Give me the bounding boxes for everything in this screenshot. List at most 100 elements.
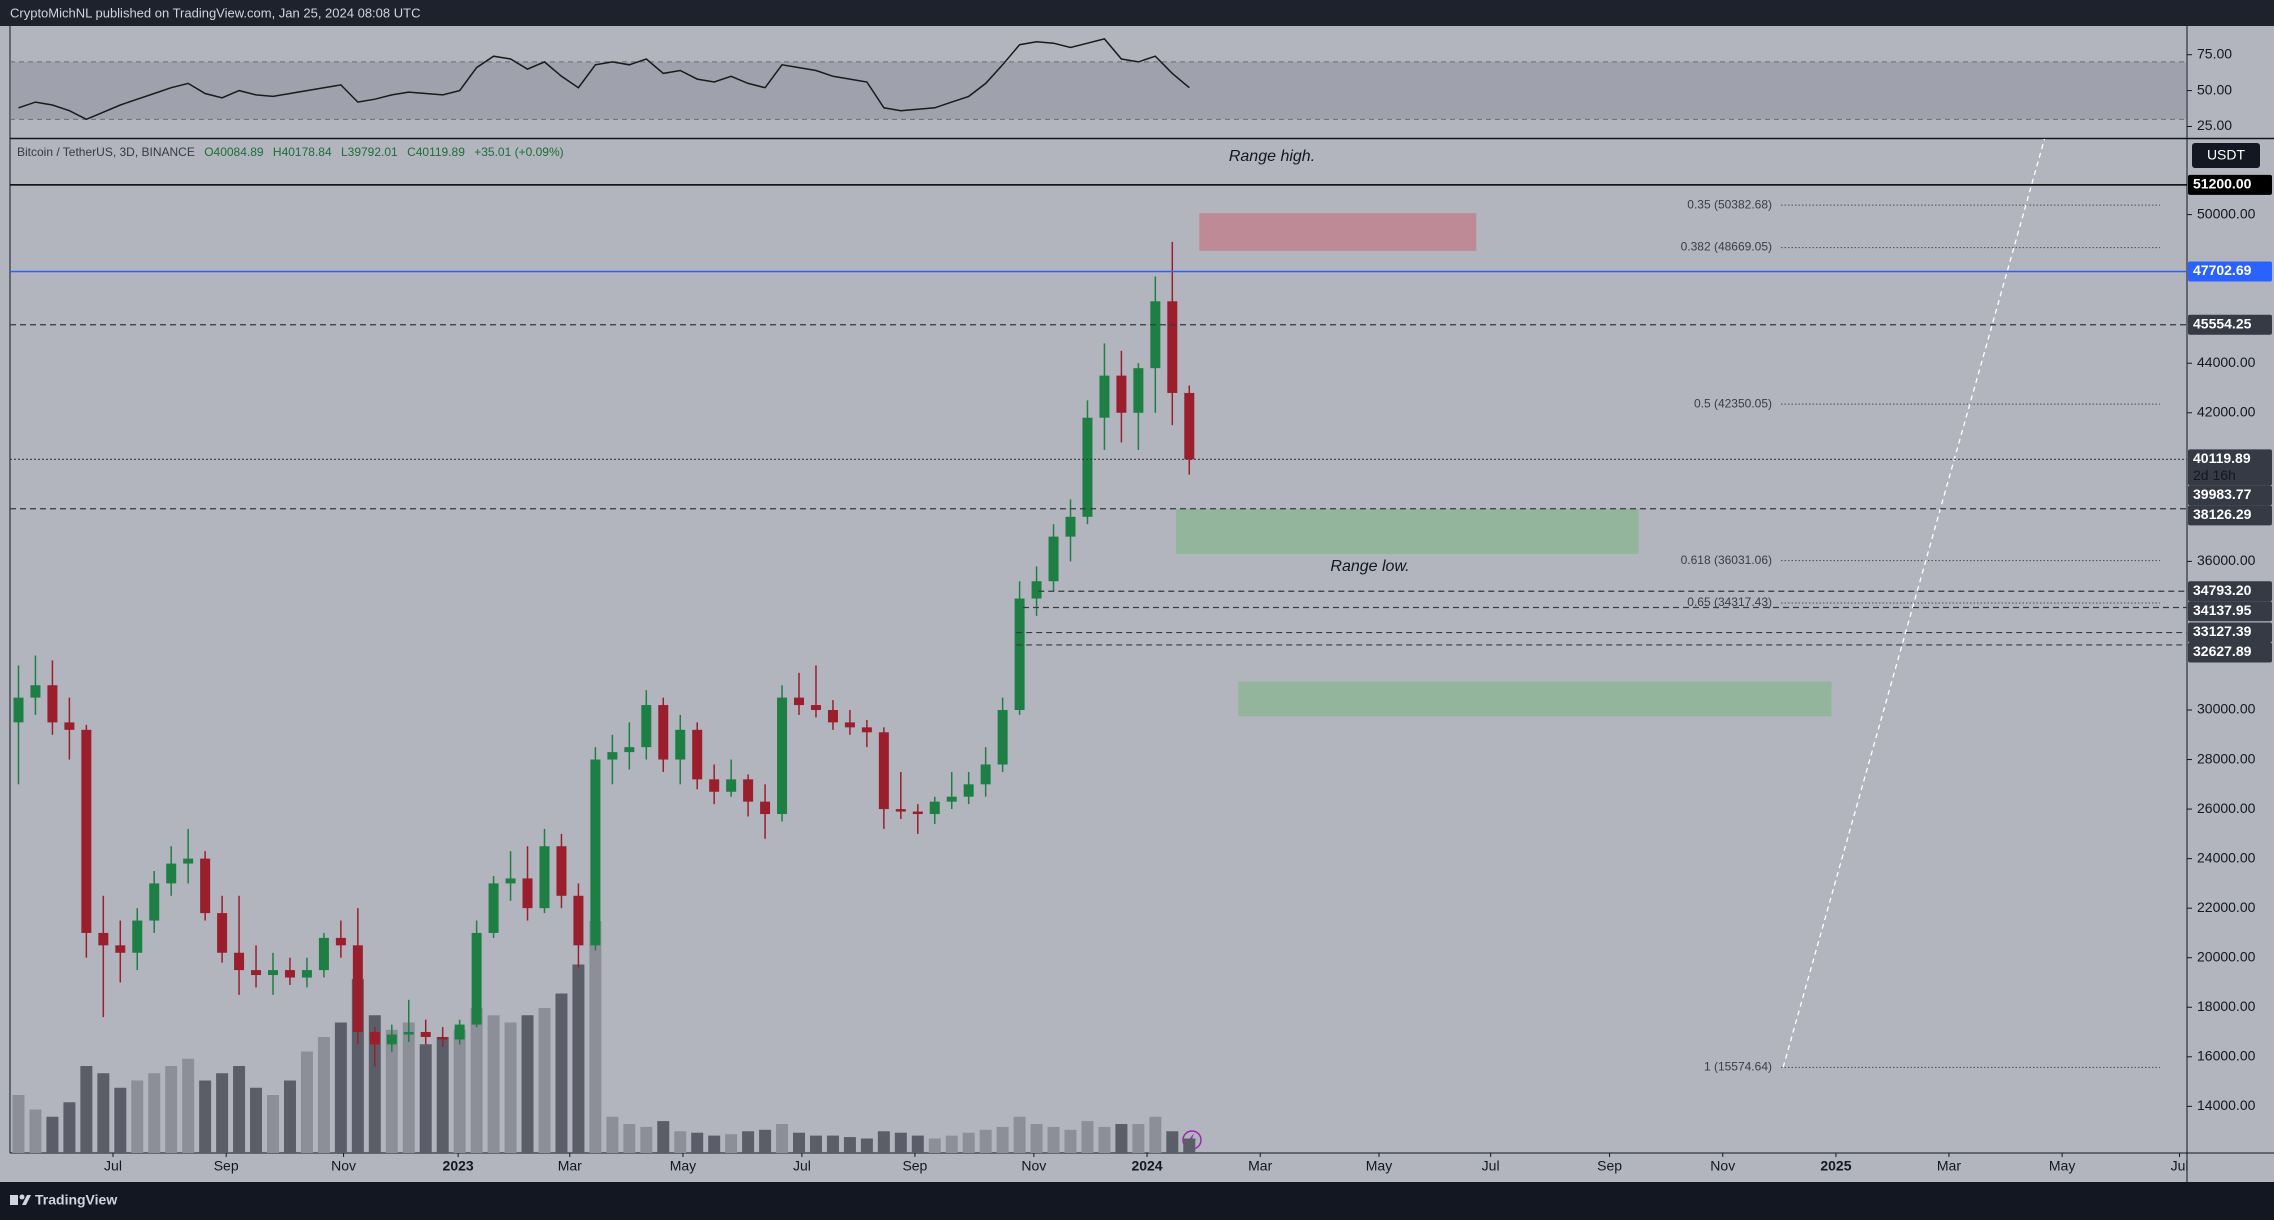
y-tick-label: 14000.00	[2197, 1097, 2256, 1113]
brand: TradingView	[35, 1192, 117, 1208]
y-tick-label: 20000.00	[2197, 948, 2256, 964]
candle-body	[149, 883, 160, 921]
candle-body	[777, 697, 788, 815]
price-label-box	[2188, 449, 2272, 486]
candle-body	[794, 697, 805, 706]
volume-bar	[979, 1129, 992, 1153]
volume-bar	[436, 1037, 449, 1153]
fib-label: 0.5 (42350.05)	[1694, 396, 1772, 410]
candle-body	[658, 705, 669, 760]
zone-box	[1199, 213, 1477, 251]
volume-bar	[843, 1137, 856, 1153]
volume-bar	[470, 1008, 483, 1153]
candle-body	[318, 937, 329, 971]
volume-bar	[538, 1008, 551, 1153]
volume-bar	[759, 1129, 772, 1153]
volume-bar	[165, 1066, 178, 1153]
candle-body	[217, 913, 228, 953]
volume-bar	[12, 1095, 25, 1153]
currency-button[interactable]	[2192, 143, 2260, 168]
candle-body	[132, 920, 143, 953]
candle-body	[335, 937, 346, 946]
candle-body	[963, 784, 974, 797]
candle-body	[454, 1024, 465, 1040]
price-label: 38126.29	[2193, 506, 2252, 522]
volume-bar	[555, 993, 568, 1153]
rsi-band	[10, 61, 2187, 120]
price-label: 40119.89	[2193, 450, 2251, 466]
volume-bar	[521, 1015, 534, 1153]
volume-bar	[1081, 1121, 1094, 1153]
volume-bar	[826, 1135, 839, 1153]
volume-bar	[368, 1015, 381, 1153]
y-tick-label: 50000.00	[2197, 205, 2256, 221]
candle-body	[301, 970, 312, 978]
fib-label: 0.65 (34317.43)	[1687, 595, 1772, 609]
x-tick-label: 2024	[1131, 1158, 1162, 1174]
y-tick-label: 22000.00	[2197, 899, 2256, 915]
candle-body	[844, 722, 855, 728]
bottom-bar	[0, 1182, 2274, 1220]
fib-label: 0.35 (50382.68)	[1687, 197, 1772, 211]
candle-body	[878, 732, 889, 810]
volume-bar	[606, 1116, 619, 1153]
symbol: Bitcoin / TetherUS, 3D, BINANCE	[17, 145, 195, 159]
candle-body	[1167, 301, 1178, 393]
candle-body	[573, 895, 584, 946]
top-bar	[0, 0, 2274, 26]
volume-bar	[148, 1073, 161, 1153]
candle-body	[726, 779, 737, 792]
candle-body	[522, 878, 533, 909]
volume-bar	[402, 1022, 415, 1153]
price-label-box	[2188, 174, 2272, 195]
candle-body	[709, 779, 720, 792]
candle-body	[1048, 536, 1059, 582]
volume-bar	[46, 1116, 59, 1153]
annotation: Range high.	[1229, 148, 1315, 165]
tv-logo	[10, 1194, 31, 1205]
candle-body	[47, 685, 58, 723]
candle-body	[641, 705, 652, 748]
volume-bar	[334, 1022, 347, 1153]
volume-bar	[233, 1066, 246, 1153]
candle-body	[30, 685, 41, 698]
candle-body	[386, 1034, 397, 1045]
candle-body	[1099, 375, 1110, 418]
candle-body	[437, 1036, 448, 1040]
x-tick-label: Mar	[558, 1158, 582, 1174]
volume-bar	[283, 1080, 296, 1153]
currency[interactable]: USDT	[2207, 147, 2246, 163]
candle-body	[912, 811, 923, 815]
x-tick-label: Nov	[331, 1158, 356, 1174]
x-tick-label: Sep	[902, 1158, 927, 1174]
price-label-box	[2188, 581, 2272, 602]
candle-body	[115, 945, 126, 953]
fib-label: 1 (15574.64)	[1704, 1060, 1772, 1074]
x-tick-label: Nov	[1710, 1158, 1735, 1174]
candle-body	[980, 764, 991, 785]
candle-body	[624, 747, 635, 753]
volume-bar	[97, 1073, 110, 1153]
zone-box	[1238, 681, 1832, 717]
price-label: 32627.89	[2193, 643, 2252, 659]
candle-body	[369, 1032, 380, 1045]
candle-body	[234, 952, 245, 971]
volume-bar	[131, 1080, 144, 1153]
x-tick-label: Sep	[214, 1158, 239, 1174]
candle-body	[1133, 368, 1144, 413]
volume-bar	[29, 1109, 42, 1153]
y-tick-label: 36000.00	[2197, 552, 2256, 568]
volume-bar	[182, 1058, 195, 1153]
x-tick-label: Sep	[1597, 1158, 1622, 1174]
volume-bar	[504, 1022, 517, 1153]
y-tick-label: 28000.00	[2197, 750, 2256, 766]
candle-body	[166, 863, 177, 884]
candle-body	[284, 970, 295, 978]
volume-bar	[708, 1135, 721, 1153]
rsi-tick-label: 75.00	[2197, 45, 2232, 61]
candle-body	[1184, 392, 1195, 460]
candle-body	[13, 697, 24, 723]
volume-bar	[419, 1044, 432, 1153]
volume-bar	[1098, 1126, 1111, 1153]
candle-body	[1082, 417, 1093, 517]
